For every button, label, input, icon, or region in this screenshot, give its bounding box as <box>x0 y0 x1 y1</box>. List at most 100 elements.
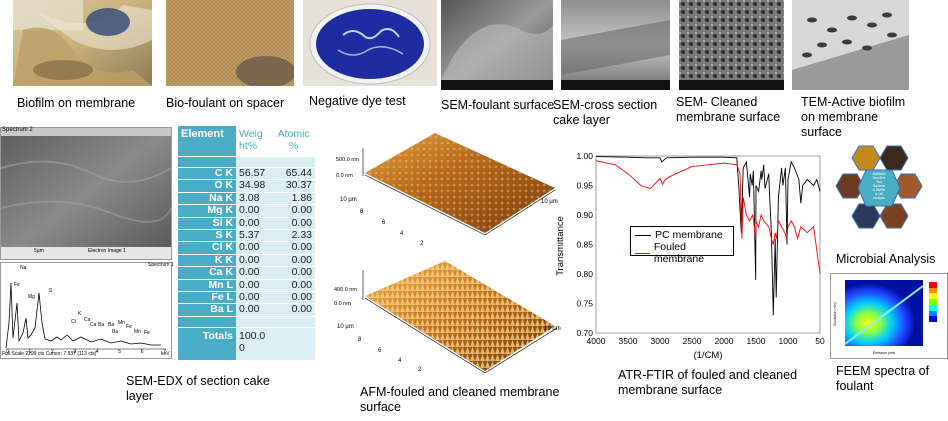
edx-peak-mg: Mg <box>28 294 35 300</box>
feem-colorbar-step <box>929 310 937 317</box>
table-row: Cl K 0.00 0.00 <box>178 242 315 255</box>
feem-colorbar-step <box>929 287 937 294</box>
edx-peak-fe2: Fe <box>126 324 132 330</box>
edx-x-tick: 0 <box>6 349 9 355</box>
afm-top-tick: 8 <box>360 209 364 215</box>
edx-peak-k: K <box>78 311 82 317</box>
afm-top-tick: 6 <box>382 220 386 226</box>
afm-bottom-tick: 6 <box>378 348 382 354</box>
edx-x-ticks: 0 1 2 3 4 5 6 7 <box>6 349 166 355</box>
legend-swatch-fouled <box>635 252 650 254</box>
caption-feem: FEEM spectra of foulant <box>836 364 930 393</box>
edx-peak-fe: Fe <box>14 282 20 288</box>
table-row: O K 34.98 30.37 <box>178 180 315 193</box>
edx-spectrum-label-bottom: Spectrum 1 <box>148 262 174 268</box>
sem-cross-section-photo <box>561 0 670 90</box>
ftir-y-tick: 0.95 <box>576 181 593 191</box>
edx-footer: Full Scale 2299 cts Cursor: 7.537 (113 c… <box>2 351 97 357</box>
afm-top-y-label: 10 µm <box>541 199 558 205</box>
edx-peak-mn1: Mn <box>118 320 125 326</box>
ftir-x-tick: 3000 <box>651 336 670 346</box>
edx-table-gap <box>178 156 315 168</box>
ftir-x-tick: 1500 <box>747 336 766 346</box>
edx-table-gap <box>178 316 315 328</box>
table-row: K K 0.00 0.00 <box>178 254 315 268</box>
microbial-center-text: Antibiotic Sensitive Test Bacteria & Bio… <box>872 172 886 200</box>
table-row: Ba L 0.00 0.00 <box>178 304 315 317</box>
afm-bottom-tick: 8 <box>358 337 362 343</box>
feem-colorbar-step <box>929 304 937 311</box>
sem-edx-image <box>0 127 172 260</box>
edx-peak-na: Na <box>20 265 27 271</box>
table-row: Na K 3.08 1.86 <box>178 192 315 206</box>
feem-plot: Excitation (nm) Emission (nm) <box>830 273 948 359</box>
sem-cleaned-photo <box>679 0 784 90</box>
ftir-y-tick: 0.85 <box>576 240 593 250</box>
table-row: Ca K 0.00 0.00 <box>178 266 315 280</box>
ftir-x-tick: 2500 <box>683 336 702 346</box>
edx-totals-label: Totals <box>178 327 236 361</box>
legend-swatch-pc <box>635 234 651 236</box>
edx-x-tick: 1 <box>28 349 32 355</box>
ftir-ylabel: Transmittance <box>555 216 566 276</box>
ftir-x-tick: 4000 <box>587 336 606 346</box>
edx-x-tick: 5 <box>118 349 122 355</box>
feem-y-axis-label: Excitation (nm) <box>833 302 837 325</box>
edx-totals-value: 100.0 0 <box>236 327 273 361</box>
feem-x-axis-label: Emission (nm) <box>873 351 895 355</box>
feem-colorbar-step <box>929 282 937 288</box>
caption-sem-edx: SEM-EDX of section cake layer <box>126 374 270 403</box>
edx-header-atomic: Atomic% <box>272 126 315 157</box>
ftir-y-tick: 0.75 <box>576 299 593 309</box>
table-row: Fe L 0.00 0.00 <box>178 291 315 305</box>
ftir-series-pc-membrane <box>595 156 821 316</box>
edx-scale-text: 5µm <box>34 248 44 254</box>
negative-dye-photo <box>303 0 437 86</box>
caption-biofoulant: Bio-foulant on spacer <box>166 96 285 110</box>
feem-colorbar-step <box>929 293 937 300</box>
edx-x-tick: 3 <box>73 349 77 355</box>
afm-top-plot <box>325 128 565 253</box>
ftir-series-fouled-membrane <box>595 160 821 275</box>
ftir-y-tick: 0.90 <box>576 210 593 220</box>
tem-biofilm-photo <box>792 0 909 90</box>
sem-foulant-photo <box>441 0 553 90</box>
ftir-xlabel: (1/CM) <box>693 350 722 361</box>
ftir-y-tick: 1.00 <box>576 151 593 161</box>
biofilm-membrane-photo <box>13 0 152 86</box>
edx-electron-image-label: Electron Image 1 <box>88 248 126 254</box>
edx-peak-mn2: Mn <box>134 329 141 335</box>
afm-top-x-label: 10 µm <box>340 197 357 203</box>
table-row: C K 56.57 65.44 <box>178 167 315 181</box>
edx-peak-s: S <box>49 288 53 294</box>
edx-peak-cl: Cl <box>71 319 76 325</box>
afm-top-tick: 2 <box>420 241 424 247</box>
microbial-diagram: Antibiotic Sensitive Test Bacteria & Bio… <box>835 144 923 244</box>
edx-table-header: Element Weig ht% Atomic% <box>178 126 315 157</box>
caption-dye: Negative dye test <box>309 94 406 108</box>
edx-x-tick: 7 <box>163 349 166 355</box>
edx-x-tick: 6 <box>140 349 144 355</box>
table-row: Si K 0.00 0.00 <box>178 217 315 231</box>
edx-header-weight: Weig ht% <box>236 126 273 157</box>
edx-table: Element Weig ht% Atomic% C K 56.57 65.44 O … <box>178 126 315 361</box>
edx-peak-ba1: Ba <box>98 322 105 328</box>
feem-colorbar <box>929 282 937 323</box>
caption-sem-cleaned: SEM- Cleaned membrane surface <box>676 95 781 124</box>
ftir-x-tick: 2000 <box>715 336 734 346</box>
ftir-y-tick: 0.70 <box>576 328 593 338</box>
edx-table-totals: Totals 100.0 0 <box>178 327 315 361</box>
caption-tem: TEM-Active biofilm on membrane surface <box>801 95 906 139</box>
edx-peak-fe3: Fe <box>144 330 150 336</box>
caption-afm: AFM-fouled and cleaned membrane surface <box>360 385 560 414</box>
edx-spectrum <box>0 262 172 359</box>
caption-sem-foulant: SEM-foulant surface <box>441 98 555 112</box>
afm-top-tick: 4 <box>400 231 404 237</box>
edx-peak-ba2: Ba <box>108 322 115 328</box>
afm-bottom-tick: 4 <box>398 358 402 364</box>
table-row: Mn L 0.00 0.00 <box>178 279 315 293</box>
afm-top-z-zero: 0.0 nm <box>336 173 353 179</box>
afm-bottom-plot <box>325 256 565 381</box>
edx-x-tick: 4 <box>95 349 99 355</box>
afm-bottom-y-label: 10 µm <box>544 326 561 332</box>
